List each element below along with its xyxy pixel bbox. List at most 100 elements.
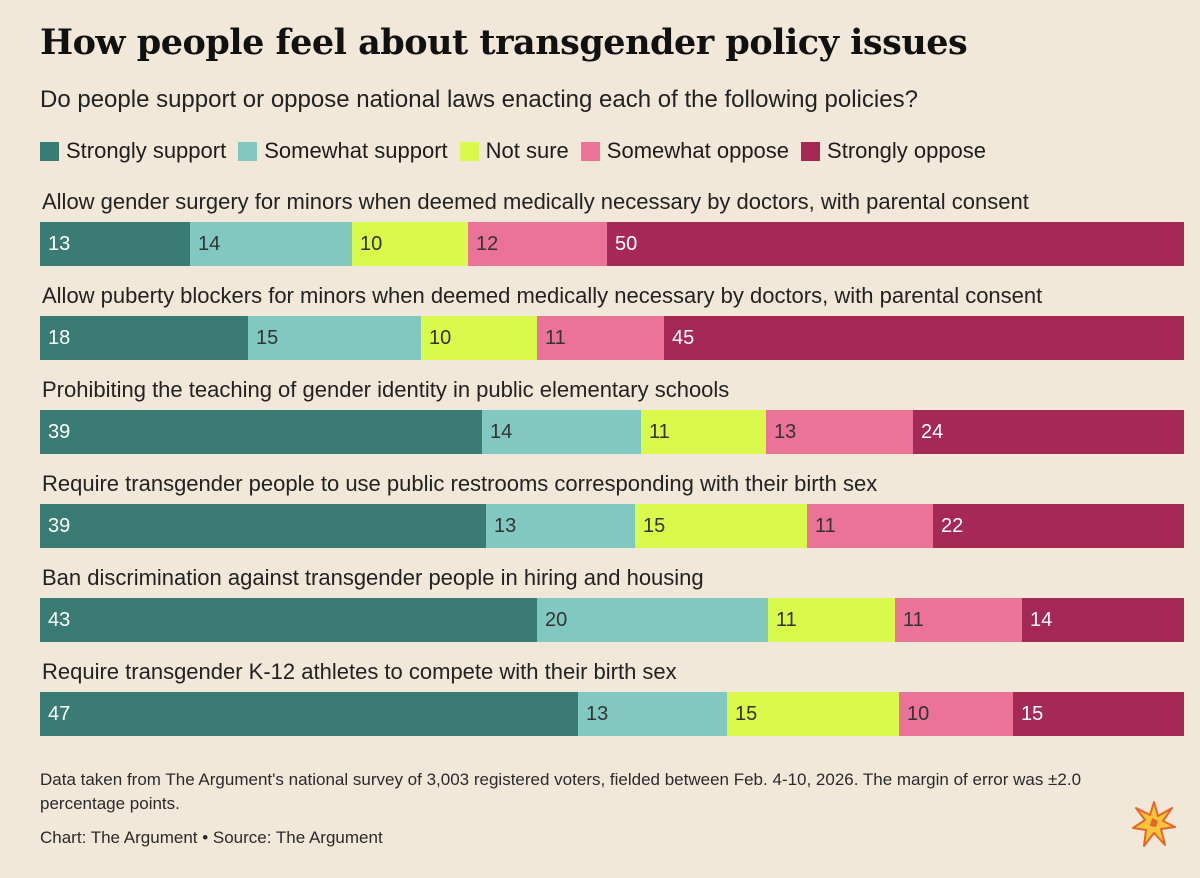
data-label: 10: [907, 702, 930, 725]
bar-segment-strongly-support: 43: [40, 598, 537, 642]
bar-segment-strongly-support: 39: [40, 410, 482, 454]
data-label: 39: [48, 420, 71, 443]
bar-segment-not-sure: 10: [352, 222, 468, 266]
data-label: 10: [360, 232, 383, 255]
bar-segment-somewhat-support: 15: [248, 316, 421, 360]
legend-swatch-strongly-oppose: [801, 141, 821, 161]
bar-segment-strongly-support: 18: [40, 316, 248, 360]
data-label: 11: [545, 326, 566, 349]
data-label: 11: [815, 514, 836, 537]
category-label: Require transgender people to use public…: [42, 471, 878, 496]
data-label: 13: [586, 702, 609, 725]
legend-swatch-somewhat-support: [238, 141, 258, 161]
data-label: 11: [776, 608, 797, 631]
category-label: Prohibiting the teaching of gender ident…: [42, 377, 730, 402]
starburst-icon: [1132, 801, 1176, 847]
legend-swatch-not-sure: [459, 141, 479, 161]
bar-segment-somewhat-support: 14: [190, 222, 352, 266]
bar-segment-somewhat-oppose: 12: [468, 222, 607, 266]
chart-title: How people feel about transgender policy…: [40, 22, 968, 63]
data-label: 18: [48, 326, 71, 349]
bar-row: Require transgender people to use public…: [40, 468, 1184, 562]
category-label: Require transgender K-12 athletes to com…: [42, 659, 677, 684]
stacked-bar: 18 15 10 11 45: [40, 316, 1184, 360]
data-label: 13: [48, 232, 71, 255]
legend-swatch-somewhat-oppose: [580, 141, 600, 161]
data-label: 20: [545, 608, 568, 631]
bar-row: Prohibiting the teaching of gender ident…: [40, 374, 1184, 468]
bar-segment-strongly-oppose: 50: [607, 222, 1184, 266]
legend-label: Strongly support: [66, 138, 227, 163]
data-label: 13: [774, 420, 797, 443]
data-label: 15: [643, 514, 666, 537]
legend-item-somewhat-oppose: Somewhat oppose: [580, 138, 790, 164]
data-label: 43: [48, 608, 71, 631]
data-label: 11: [903, 608, 924, 631]
bar-segment-not-sure: 11: [768, 598, 895, 642]
bar-segment-strongly-oppose: 24: [913, 410, 1184, 454]
bar-row: Allow gender surgery for minors when dee…: [40, 186, 1184, 280]
legend-swatch-strongly-support: [40, 141, 59, 161]
credit-line: Chart: The Argument • Source: The Argume…: [40, 828, 383, 847]
data-label: 47: [48, 702, 71, 725]
bar-segment-somewhat-oppose: 11: [537, 316, 664, 360]
data-label: 13: [494, 514, 517, 537]
legend-item-strongly-oppose: Strongly oppose: [801, 138, 986, 164]
legend-item-strongly-support: Strongly support: [40, 138, 226, 164]
bar-segment-strongly-oppose: 15: [1013, 692, 1184, 736]
bar-row: Require transgender K-12 athletes to com…: [40, 656, 1184, 750]
bar-row: Allow puberty blockers for minors when d…: [40, 280, 1184, 374]
data-label: 10: [429, 326, 452, 349]
bar-segment-strongly-oppose: 45: [664, 316, 1184, 360]
bar-segment-somewhat-oppose: 13: [766, 410, 913, 454]
data-label: 24: [921, 420, 944, 443]
bar-segment-strongly-oppose: 14: [1022, 598, 1184, 642]
data-label: 14: [198, 232, 221, 255]
data-label: 12: [476, 232, 499, 255]
stacked-bar: 39 13 15 11 22: [40, 504, 1184, 548]
data-label: 15: [1021, 702, 1044, 725]
legend: Strongly support Somewhat support Not sure…: [40, 138, 998, 164]
data-label: 50: [615, 232, 638, 255]
stacked-bar: 43 20 11 11 14: [40, 598, 1184, 642]
stacked-bar: 47 13 15 10 15: [40, 692, 1184, 736]
legend-label: Somewhat oppose: [606, 138, 790, 163]
bar-segment-strongly-support: 13: [40, 222, 190, 266]
legend-item-somewhat-support: Somewhat support: [238, 138, 448, 164]
category-label: Ban discrimination against transgender p…: [42, 565, 704, 590]
footnote: Data taken from The Argument's national …: [40, 770, 1082, 813]
bar-segment-somewhat-support: 14: [482, 410, 641, 454]
data-label: 15: [256, 326, 279, 349]
stacked-bar: 39 14 11 13 24: [40, 410, 1184, 454]
bar-segment-not-sure: 15: [727, 692, 899, 736]
bar-segment-strongly-support: 39: [40, 504, 486, 548]
data-label: 39: [48, 514, 71, 537]
bar-segment-somewhat-oppose: 11: [807, 504, 933, 548]
legend-item-not-sure: Not sure: [459, 138, 569, 164]
bar-segment-somewhat-support: 13: [578, 692, 727, 736]
bar-segment-strongly-support: 47: [40, 692, 578, 736]
legend-label: Somewhat support: [264, 138, 448, 163]
bar-segment-somewhat-support: 20: [537, 598, 768, 642]
category-label: Allow gender surgery for minors when dee…: [42, 189, 1029, 214]
chart-subtitle: Do people support or oppose national law…: [40, 86, 918, 113]
data-label: 14: [490, 420, 513, 443]
stacked-bar: 13 14 10 12 50: [40, 222, 1184, 266]
bar-segment-somewhat-oppose: 10: [899, 692, 1013, 736]
data-label: 15: [735, 702, 758, 725]
data-label: 45: [672, 326, 695, 349]
data-label: 11: [649, 420, 670, 443]
bar-segment-strongly-oppose: 22: [933, 504, 1184, 548]
chart-area: Allow gender surgery for minors when dee…: [40, 186, 1184, 750]
bar-row: Ban discrimination against transgender p…: [40, 562, 1184, 656]
legend-label: Strongly oppose: [827, 138, 987, 163]
data-label: 14: [1030, 608, 1053, 631]
bar-segment-somewhat-support: 13: [486, 504, 635, 548]
category-label: Allow puberty blockers for minors when d…: [42, 283, 1043, 308]
data-label: 22: [941, 514, 964, 537]
bar-segment-not-sure: 10: [421, 316, 537, 360]
bar-segment-somewhat-oppose: 11: [895, 598, 1022, 642]
bar-segment-not-sure: 11: [641, 410, 766, 454]
bar-segment-not-sure: 15: [635, 504, 807, 548]
legend-label: Not sure: [485, 138, 569, 163]
